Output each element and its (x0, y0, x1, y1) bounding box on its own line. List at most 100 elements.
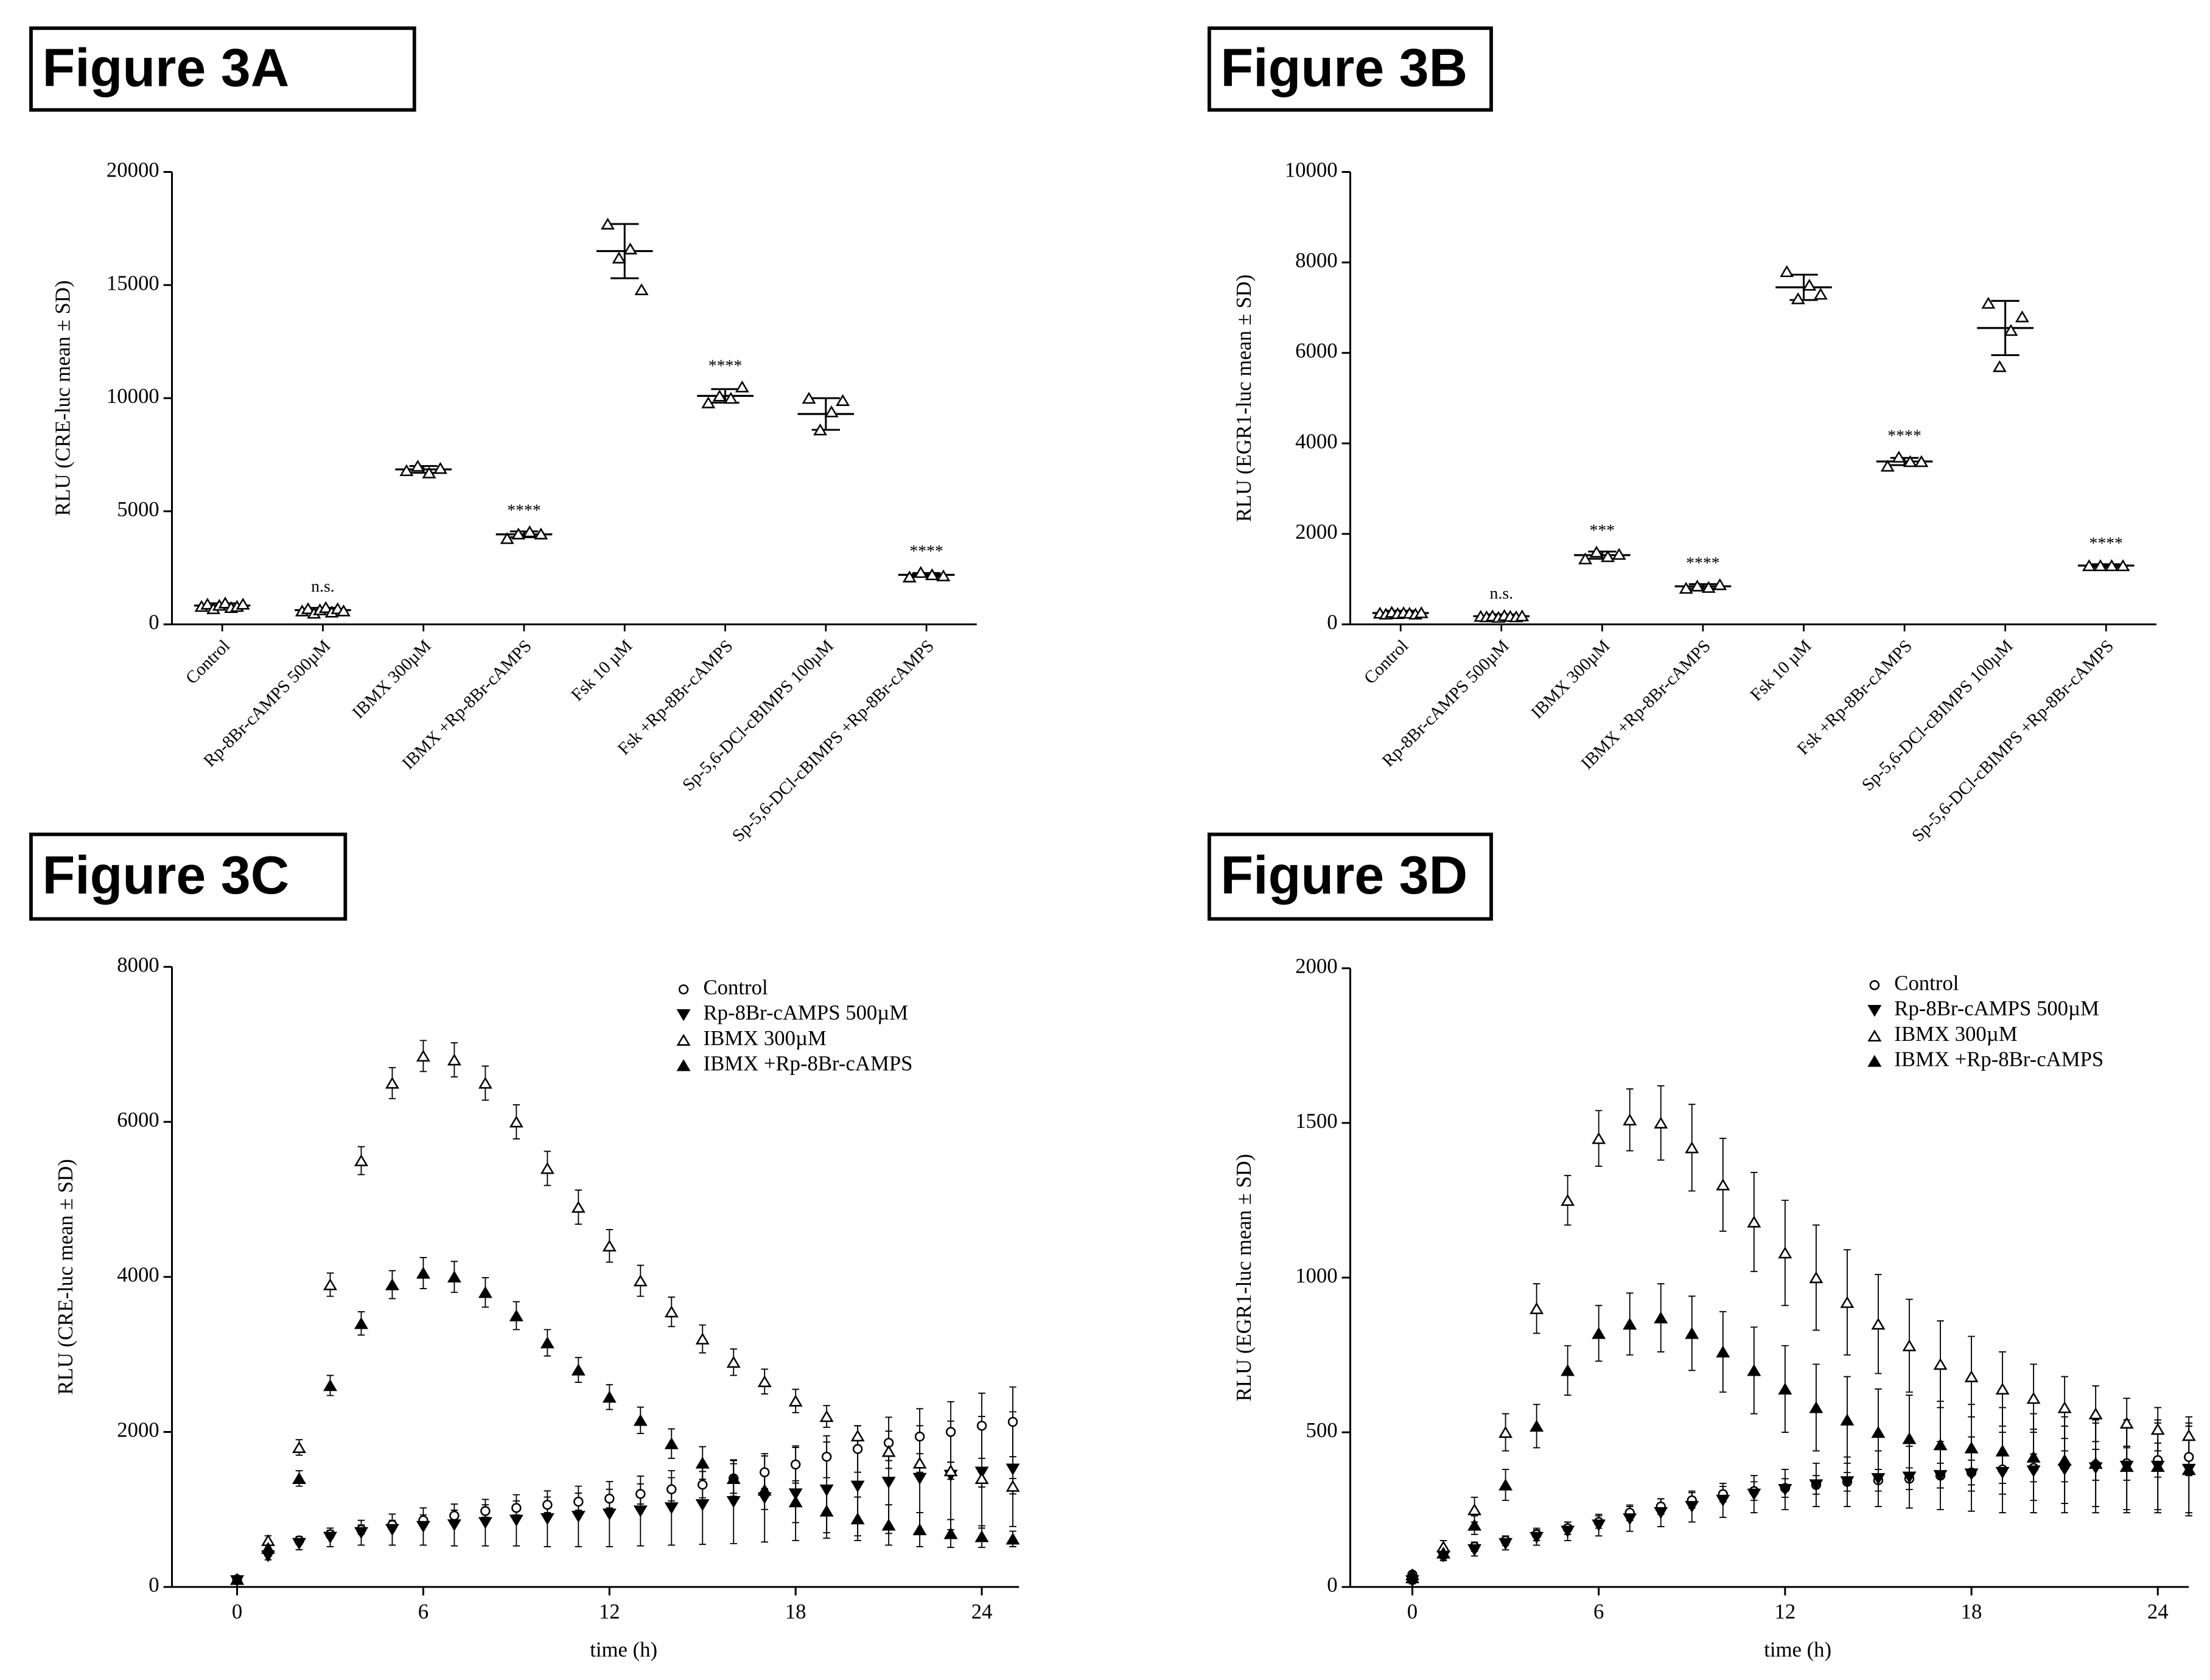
marker (1992, 360, 2007, 373)
marker (1871, 1317, 1886, 1330)
annotation: **** (708, 356, 743, 375)
marker (2181, 1463, 2196, 1475)
panel: Figure 3A 0 5000 10000 15000 20000 RLU (CRE-lu… (29, 26, 977, 845)
marker (534, 527, 548, 540)
marker (912, 1472, 927, 1485)
marker (1701, 581, 1716, 593)
marker (1589, 545, 1604, 558)
marker (852, 1444, 863, 1454)
marker (1654, 1507, 1668, 1519)
marker (821, 1452, 832, 1462)
x-tick-label: IBMX 300µM (349, 636, 435, 723)
marker (1498, 1426, 1513, 1438)
marker (943, 1464, 958, 1477)
y-axis-label: RLU (CRE-luc mean ± SD) (51, 280, 74, 516)
marker (1995, 1466, 2010, 1479)
marker (573, 1496, 584, 1507)
marker (623, 242, 638, 254)
marker (881, 1477, 896, 1489)
marker (1498, 1538, 1513, 1550)
marker (676, 1059, 691, 1071)
y-tick-label: 0 (1327, 1573, 1337, 1597)
marker (1981, 296, 1996, 309)
error-bar (811, 397, 841, 431)
marker (236, 597, 250, 610)
marker (1867, 1005, 1882, 1017)
marker (633, 1274, 648, 1287)
marker (612, 251, 626, 264)
x-axis-label: time (h) (590, 1638, 657, 1662)
marker (2119, 1416, 2134, 1429)
marker (478, 1286, 492, 1298)
marker (1405, 1571, 1419, 1584)
marker (902, 570, 917, 583)
marker (757, 1483, 772, 1496)
marker (635, 1489, 646, 1499)
y-tick-label: 5000 (117, 497, 159, 521)
marker (230, 1573, 245, 1585)
marker (712, 390, 727, 402)
marker (1414, 606, 1428, 618)
marker (1716, 1178, 1730, 1191)
marker (698, 1479, 708, 1490)
x-tick-label: 18 (785, 1600, 806, 1623)
x-tick-label: IBMX 300µM (1527, 636, 1614, 723)
y-tick-label: 0 (1327, 611, 1337, 634)
marker (1005, 1480, 1020, 1492)
legend-label: IBMX +Rp-8Br-cAMPS (1894, 1047, 2103, 1071)
annotation: **** (2089, 534, 2123, 553)
marker (726, 1356, 741, 1368)
chart-title: Figure 3A (42, 37, 289, 97)
marker (945, 1427, 956, 1437)
marker (511, 1503, 522, 1513)
marker (1964, 1370, 1979, 1382)
x-tick-label: 6 (418, 1600, 428, 1623)
marker (819, 1484, 834, 1497)
marker (664, 1305, 679, 1318)
marker (292, 1472, 307, 1485)
marker (1780, 265, 1794, 278)
marker (788, 1488, 803, 1500)
marker (1685, 1141, 1699, 1153)
marker (1654, 1311, 1668, 1324)
x-tick-label: Sp-5,6-DCl-cBIMPS +Rp-8Br-cAMPS (729, 636, 938, 845)
marker (301, 602, 315, 614)
marker (2181, 1429, 2196, 1441)
marker (509, 1309, 523, 1321)
marker (701, 396, 716, 408)
marker (726, 1496, 741, 1508)
marker (664, 1437, 679, 1449)
marker (1592, 1132, 1606, 1144)
marker (571, 1363, 586, 1376)
marker (1867, 1029, 1882, 1041)
marker (354, 1154, 368, 1166)
y-tick-label: 20000 (107, 158, 159, 181)
marker (2004, 324, 2018, 336)
marker (1515, 609, 1530, 621)
legend-label: IBMX +Rp-8Br-cAMPS (704, 1051, 913, 1075)
marker (1467, 1519, 1482, 1531)
marker (1902, 1432, 1917, 1444)
marker (509, 1115, 523, 1128)
chart-title: Figure 3D (1220, 845, 1467, 905)
marker (336, 604, 351, 617)
marker (522, 525, 537, 537)
marker (914, 1431, 925, 1442)
marker (634, 283, 649, 295)
title-box (1207, 26, 1493, 112)
marker (943, 1527, 958, 1539)
marker (571, 1511, 586, 1523)
marker (2088, 1457, 2103, 1469)
marker (788, 1495, 803, 1508)
marker (2015, 310, 2029, 323)
annotation: **** (1686, 554, 1720, 573)
x-tick-label: 24 (971, 1600, 993, 1623)
marker (1871, 1426, 1886, 1438)
marker (724, 391, 738, 404)
chart-title: Figure 3C (42, 845, 289, 905)
marker (974, 1530, 989, 1542)
marker (1809, 1479, 1824, 1491)
title-box (29, 26, 416, 112)
marker (2088, 1407, 2103, 1419)
